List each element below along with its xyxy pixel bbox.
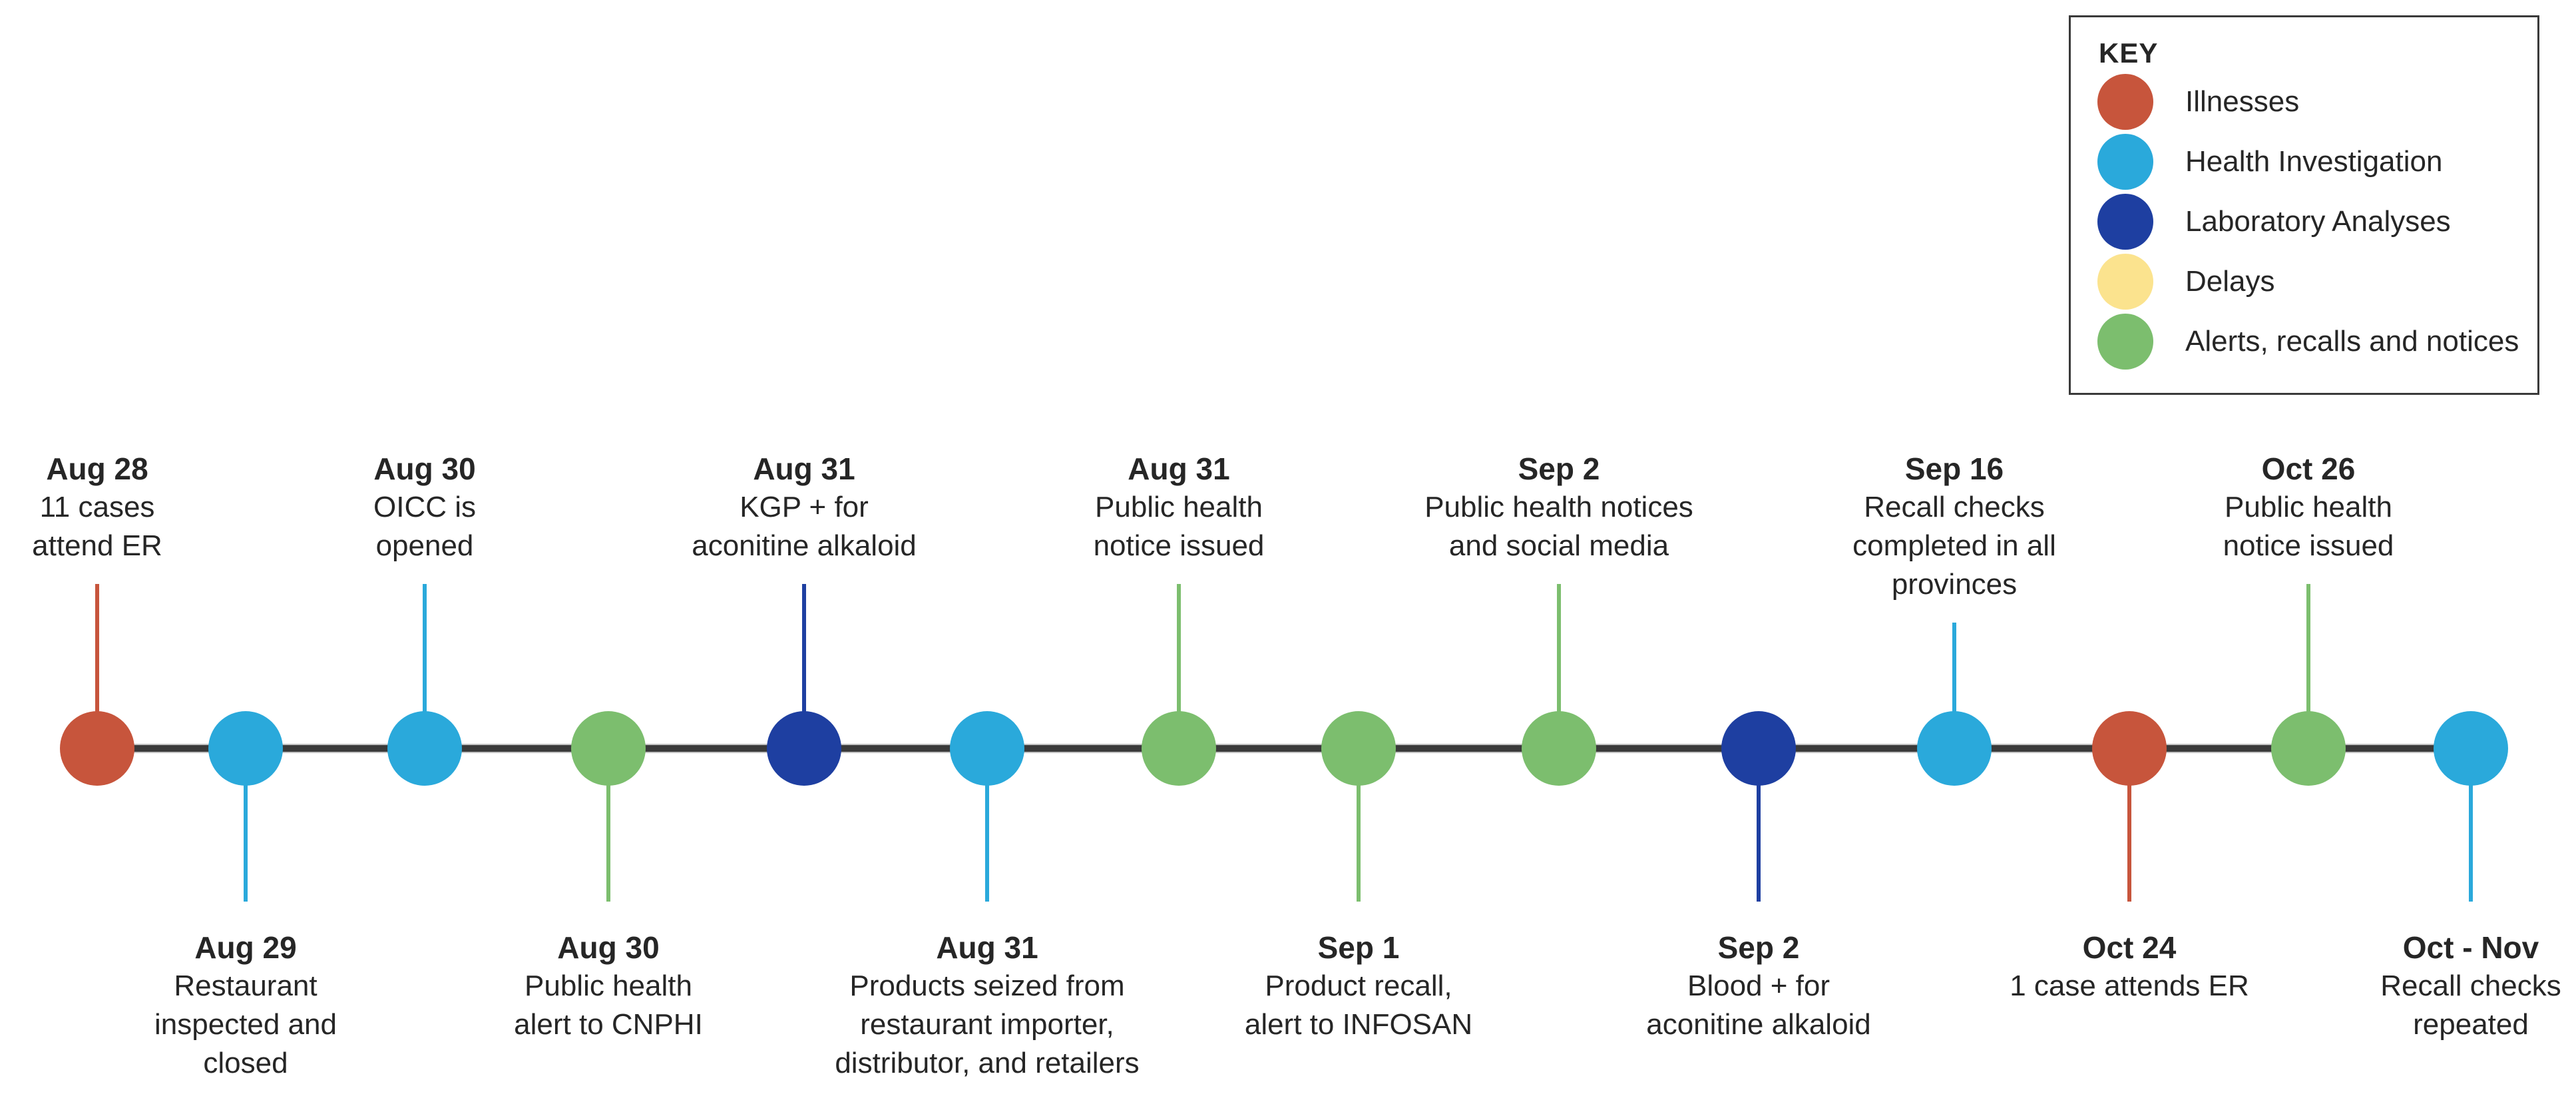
event-label: Oct 26 Public health notice issued — [2223, 449, 2394, 565]
event-description: KGP + for aconitine alkaloid — [692, 491, 917, 562]
timeline-event: Sep 2 Public health notices and social me… — [1346, 449, 1772, 748]
event-description: Recall checks completed in all provinces — [1852, 491, 2056, 601]
legend-label: Delays — [2185, 265, 2275, 298]
event-node-investigation — [1917, 711, 1992, 786]
legend-item: Health Investigation — [2097, 134, 2442, 190]
timeline-event: Aug 31 KGP + for aconitine alkaloid — [591, 449, 1017, 748]
event-node-alert — [1321, 711, 1396, 786]
timeline-event: Aug 31 Public health notice issued — [966, 449, 1392, 748]
event-date: Aug 28 — [46, 451, 148, 486]
event-node-investigation — [2434, 711, 2508, 786]
legend-title: KEY — [2099, 37, 2159, 69]
event-description: Public health notice issued — [2223, 491, 2394, 562]
event-node-lab — [767, 711, 841, 786]
event-node-alert — [2271, 711, 2346, 786]
timeline-axis — [97, 745, 2471, 752]
event-node-investigation — [950, 711, 1024, 786]
event-node-alert — [571, 711, 646, 786]
event-label: Sep 2 Public health notices and social me… — [1424, 449, 1693, 565]
event-description: Product recall, alert to INFOSAN — [1244, 970, 1473, 1041]
legend-swatch-lab — [2097, 194, 2153, 250]
timeline-event: Oct 24 1 case attends ER — [1916, 748, 2342, 1005]
legend-item: Delays — [2097, 254, 2275, 310]
legend-item: Laboratory Analyses — [2097, 194, 2451, 250]
event-node-illness — [60, 711, 134, 786]
event-description: Restaurant inspected and closed — [154, 970, 337, 1079]
event-date: Sep 16 — [1904, 451, 2004, 486]
event-date: Sep 2 — [1518, 451, 1600, 486]
event-date: Aug 29 — [194, 930, 297, 965]
event-description: Products seized from restaurant importer… — [835, 970, 1140, 1079]
timeline-event: Sep 1 Product recall, alert to INFOSAN — [1146, 748, 1572, 1044]
event-label: Oct 24 1 case attends ER — [2010, 928, 2249, 1005]
timeline-event: Sep 16 Recall checks completed in all pro… — [1741, 449, 2167, 748]
event-description: Public health notice issued — [1093, 491, 1265, 562]
timeline-event: Aug 31 Products seized from restaurant im… — [774, 748, 1200, 1083]
event-date: Sep 1 — [1317, 930, 1400, 965]
event-label: Sep 16 Recall checks completed in all pro… — [1852, 449, 2056, 604]
legend-swatch-illness — [2097, 74, 2153, 130]
event-date: Aug 31 — [753, 451, 855, 486]
legend-item: Illnesses — [2097, 74, 2299, 130]
timeline-event: Aug 30 OICC is opened — [212, 449, 638, 748]
legend-label: Laboratory Analyses — [2185, 205, 2451, 238]
legend: KEY Illnesses Health Investigation Laborat… — [2069, 15, 2539, 395]
event-description: Public health notices and social media — [1424, 491, 1693, 562]
legend-swatch-delay — [2097, 254, 2153, 310]
event-node-alert — [1142, 711, 1216, 786]
event-description: OICC is opened — [373, 491, 476, 562]
event-label: Sep 2 Blood + for aconitine alkaloid — [1646, 928, 1871, 1044]
event-label: Aug 30 OICC is opened — [373, 449, 476, 565]
event-date: Oct 24 — [2082, 930, 2177, 965]
timeline-event: Aug 30 Public health alert to CNPHI — [395, 748, 821, 1044]
event-label: Oct - Nov Recall checks repeated — [2380, 928, 2561, 1044]
event-node-investigation — [208, 711, 283, 786]
event-date: Oct - Nov — [2402, 930, 2539, 965]
event-description: 1 case attends ER — [2010, 970, 2249, 1002]
event-date: Oct 26 — [2261, 451, 2356, 486]
timeline-event: Oct 26 Public health notice issued — [2095, 449, 2521, 748]
legend-swatch-investigation — [2097, 134, 2153, 190]
event-label: Aug 31 KGP + for aconitine alkaloid — [692, 449, 917, 565]
event-date: Aug 31 — [1128, 451, 1230, 486]
event-label: Aug 31 Public health notice issued — [1094, 449, 1265, 565]
event-date: Sep 2 — [1717, 930, 1800, 965]
event-description: 11 cases attend ER — [32, 491, 162, 562]
event-label: Sep 1 Product recall, alert to INFOSAN — [1245, 928, 1472, 1044]
event-node-alert — [1522, 711, 1596, 786]
legend-item: Alerts, recalls and notices — [2097, 314, 2519, 370]
timeline-event: Oct - Nov Recall checks repeated — [2258, 748, 2576, 1044]
event-label: Aug 29 Restaurant inspected and closed — [154, 928, 337, 1083]
event-date: Aug 30 — [373, 451, 476, 486]
timeline-event: Sep 2 Blood + for aconitine alkaloid — [1546, 748, 1972, 1044]
event-label: Aug 30 Public health alert to CNPHI — [514, 928, 703, 1044]
legend-label: Health Investigation — [2185, 145, 2443, 178]
legend-label: Alerts, recalls and notices — [2185, 325, 2519, 358]
event-label: Aug 28 11 cases attend ER — [32, 449, 162, 565]
legend-swatch-alert — [2097, 314, 2153, 370]
event-node-lab — [1721, 711, 1796, 786]
event-label: Aug 31 Products seized from restaurant im… — [835, 928, 1139, 1083]
timeline-event: Aug 28 11 cases attend ER — [0, 449, 310, 748]
event-node-investigation — [387, 711, 462, 786]
event-description: Public health alert to CNPHI — [514, 970, 703, 1041]
event-date: Aug 31 — [936, 930, 1038, 965]
event-date: Aug 30 — [557, 930, 660, 965]
timeline-event: Aug 29 Restaurant inspected and closed — [33, 748, 459, 1083]
event-node-illness — [2092, 711, 2167, 786]
legend-label: Illnesses — [2185, 85, 2300, 118]
event-description: Blood + for aconitine alkaloid — [1646, 970, 1871, 1041]
event-description: Recall checks repeated — [2380, 970, 2561, 1041]
